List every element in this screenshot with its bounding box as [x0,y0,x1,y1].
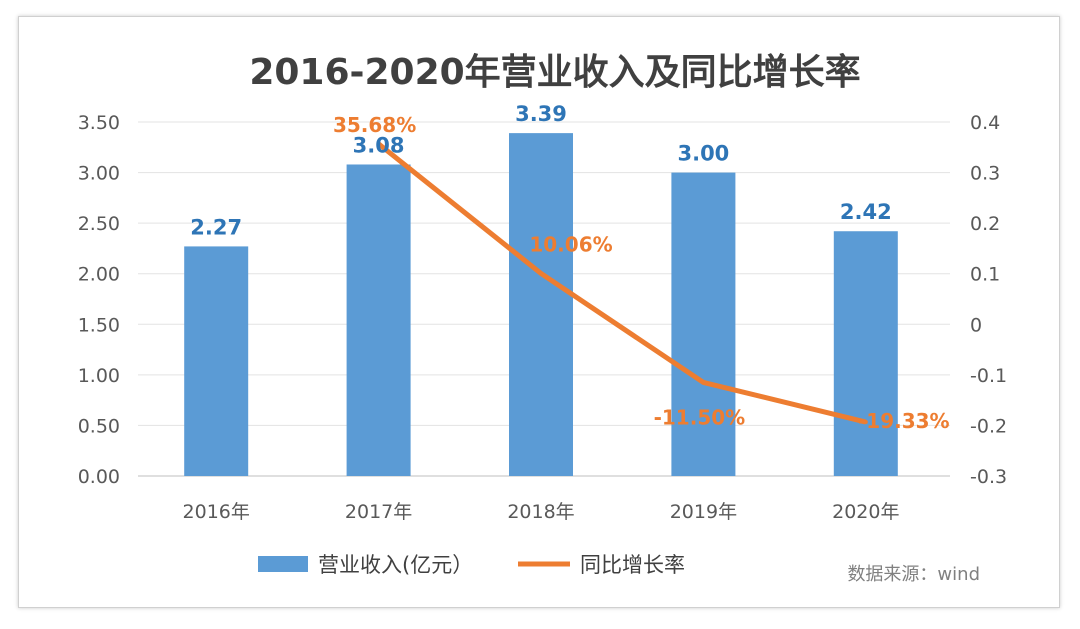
bar-data-label: 3.08 [353,133,405,157]
right-tick-label: 0 [970,314,982,336]
bar-data-label: 3.39 [515,102,567,126]
left-tick-label: 1.50 [78,314,120,336]
left-tick-label: 1.00 [78,365,120,387]
right-tick-label: 0.2 [970,213,1000,235]
right-tick-label: -0.2 [970,415,1007,437]
line-data-label: -19.33% [858,409,950,433]
x-tick-label: 2019年 [670,501,737,523]
chart-title: 2016-2020年营业收入及同比增长率 [249,52,860,93]
source-note: 数据来源：wind [847,564,980,585]
x-tick-label: 2017年 [345,501,412,523]
x-tick-label: 2018年 [507,501,574,523]
left-tick-label: 0.00 [78,466,120,488]
bar [346,164,411,477]
bar [671,172,736,477]
left-tick-label: 0.50 [78,415,120,437]
x-tick-label: 2016年 [183,501,250,523]
bar [833,231,898,476]
legend-bar-swatch [258,556,308,572]
growth-line [377,141,867,425]
right-tick-label: 0.4 [970,112,1000,134]
bar [184,246,249,476]
left-tick-label: 3.50 [78,112,120,134]
growth-point [539,271,543,276]
left-tick-label: 2.50 [78,213,120,235]
growth-point [376,141,381,146]
legend-line-label: 同比增长率 [580,553,685,577]
left-tick-label: 3.00 [78,163,120,185]
line-data-label: 10.06% [529,232,612,256]
x-tick-label: 2020年 [832,501,899,523]
left-tick-label: 2.00 [78,264,120,286]
growth-point [701,380,706,385]
right-tick-label: 0.3 [970,163,1000,185]
bar [509,133,573,476]
line-data-label: -11.50% [654,405,746,429]
bar-data-label: 2.27 [190,215,242,239]
legend-bar-label: 营业收入(亿元） [318,553,473,577]
right-tick-label: -0.3 [970,466,1007,488]
bar-data-label: 2.42 [840,200,892,224]
bar-data-label: 3.00 [677,142,729,166]
growth-point [863,420,868,425]
right-tick-label: 0.1 [970,264,1000,286]
line-data-label: 35.68% [333,113,416,137]
right-tick-label: -0.1 [970,365,1007,387]
